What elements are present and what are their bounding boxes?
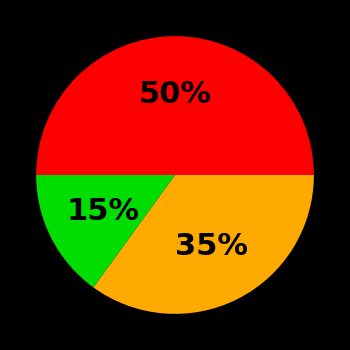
Wedge shape [36, 36, 314, 175]
Text: 50%: 50% [139, 80, 211, 109]
Wedge shape [36, 175, 175, 287]
Wedge shape [93, 175, 314, 314]
Text: 35%: 35% [175, 232, 248, 261]
Text: 15%: 15% [66, 197, 140, 226]
